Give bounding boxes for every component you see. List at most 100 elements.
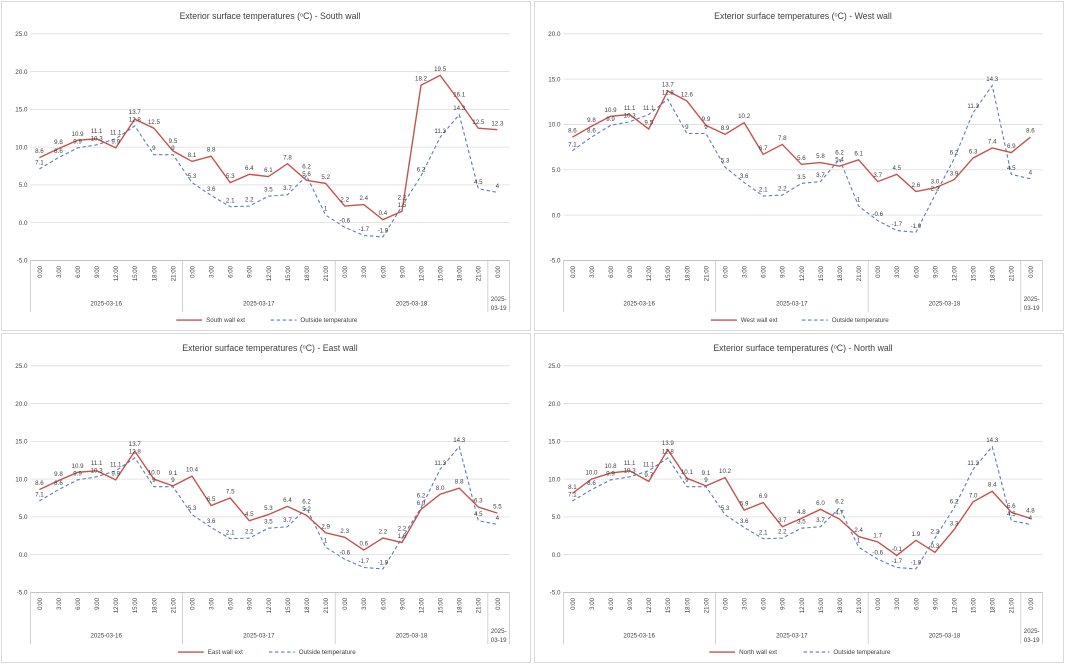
wall-data-label: 6.0: [816, 500, 825, 507]
date-label: 2025-: [491, 296, 507, 303]
outside-data-label: 11.3: [967, 460, 979, 467]
outside-data-label: 11.3: [434, 128, 446, 135]
wall-data-label: 5.6: [1007, 503, 1016, 510]
outside-data-label: 9: [685, 477, 689, 484]
y-axis-tick-label: 0.0: [19, 552, 28, 559]
wall-data-label: 4.7: [835, 510, 844, 517]
x-axis-tick-label: 6:00: [380, 265, 387, 278]
chart-east-wall: Exterior surface temperatures (oC) - Eas…: [15, 343, 510, 656]
x-axis-tick-label: 21:00: [476, 265, 483, 281]
outside-data-label: 7.1: [35, 160, 44, 167]
chart-panel-north-wall: Exterior surface temperatures (oC) - Nor…: [534, 333, 1064, 663]
outside-data-label: 12.8: [662, 90, 675, 97]
wall-data-label: 2.6: [912, 182, 921, 189]
outside-data-label: -0.6: [872, 550, 883, 557]
x-axis-tick-label: 0:00: [342, 265, 349, 278]
x-axis-tick-label: 6:00: [913, 265, 920, 278]
outside-data-label: 2.2: [778, 186, 787, 193]
x-axis-tick-label: 12:00: [113, 265, 120, 281]
wall-data-label: 8.4: [988, 482, 997, 489]
outside-data-label: 10.3: [624, 467, 637, 474]
wall-data-label: 10.9: [72, 131, 85, 138]
wall-data-label: 10.0: [585, 470, 598, 477]
x-axis-tick-label: 15:00: [971, 597, 978, 613]
wall-data-label: -0.1: [891, 546, 902, 553]
date-label: 2025-03-16: [623, 301, 655, 308]
outside-data-label: 6.2: [302, 498, 311, 505]
x-axis-tick-label: 6:00: [380, 597, 387, 610]
outside-data-label: 10.3: [91, 467, 104, 474]
outside-data-label: 4.5: [474, 511, 483, 518]
outside-data-label: -1.9: [911, 223, 922, 230]
outside-data-label: 3.7: [283, 185, 292, 192]
x-axis-tick-label: 12:00: [266, 597, 273, 613]
x-axis-tick-label: 6:00: [228, 597, 235, 610]
wall-data-label: 9.7: [644, 472, 653, 479]
x-axis-tick-label: 21:00: [703, 265, 710, 281]
outside-data-label: 4: [496, 183, 500, 190]
outside-data-label: 9.9: [606, 470, 615, 477]
x-axis-tick-label: 0:00: [189, 597, 196, 610]
wall-data-label: 9.8: [54, 471, 63, 478]
x-axis-tick-label: 21:00: [703, 597, 710, 613]
wall-data-label: 2.2: [340, 197, 349, 204]
wall-data-label: 2.2: [379, 529, 388, 536]
outside-data-label: 6.2: [302, 164, 311, 171]
y-axis-tick-label: 5.0: [552, 514, 561, 521]
wall-data-label: 9.8: [54, 139, 63, 146]
chart-panel-east-wall: Exterior surface temperatures (oC) - Eas…: [1, 333, 531, 663]
wall-data-label: 9.5: [169, 138, 178, 145]
wall-data-label: 8.1: [568, 484, 577, 491]
chart-title: Exterior surface temperatures (oC) - Sou…: [180, 11, 361, 21]
wall-ext-line: [39, 74, 498, 221]
x-axis-tick-label: 18:00: [151, 265, 158, 281]
wall-data-label: 10.9: [72, 463, 85, 470]
wall-data-label: 8.6: [35, 148, 44, 155]
x-axis-tick-label: 18:00: [304, 597, 311, 613]
y-axis-tick-label: 10.0: [548, 476, 561, 483]
outside-data-label: 3.5: [797, 519, 806, 526]
wall-ext-line: [571, 448, 1031, 557]
wall-data-label: 10.1: [681, 469, 694, 476]
wall-ext-line: [572, 90, 1031, 193]
x-axis-tick-label: 6:00: [761, 265, 768, 278]
wall-data-label: 6.9: [1007, 143, 1016, 150]
wall-data-label: 5.6: [797, 155, 806, 162]
wall-data-label: 4.8: [797, 509, 806, 516]
outside-data-label: 8.6: [587, 480, 596, 487]
wall-data-label: 7.4: [988, 139, 997, 146]
wall-data-label: 3.7: [778, 517, 787, 524]
y-axis-tick-label: 25.0: [548, 363, 561, 370]
outside-data-label: -1.7: [358, 226, 369, 233]
wall-data-label: 1.7: [873, 532, 882, 539]
wall-data-label: 10.2: [738, 113, 751, 120]
x-axis-tick-label: 3:00: [361, 265, 368, 278]
x-axis-tick-label: 6:00: [75, 597, 82, 610]
date-label: 03-19: [491, 305, 507, 312]
outside-data-label: 14.3: [453, 437, 466, 444]
outside-data-label: 8.6: [54, 480, 63, 487]
x-axis-tick-label: 3:00: [56, 265, 63, 278]
outside-data-label: 12.8: [129, 448, 142, 455]
y-axis-tick-label: 0.0: [552, 552, 561, 559]
outside-data-label: 11.1: [110, 461, 122, 468]
y-axis-tick-label: 0.0: [552, 212, 561, 219]
x-axis-tick-label: 9:00: [247, 597, 254, 610]
x-axis-tick-label: 21:00: [1009, 265, 1016, 281]
chart-west-wall: Exterior surface temperatures (oC) - Wes…: [548, 11, 1043, 324]
outside-data-label: 2.2: [778, 529, 787, 536]
wall-data-label: 6.5: [207, 496, 216, 503]
wall-data-label: 11.1: [91, 128, 103, 135]
wall-data-label: 9.8: [587, 117, 596, 124]
x-axis-tick-label: 15:00: [438, 265, 445, 281]
outside-data-label: -1.7: [891, 221, 902, 228]
x-axis-tick-label: 15:00: [132, 265, 139, 281]
x-axis-tick-label: 18:00: [457, 265, 464, 281]
x-axis-tick-label: 0:00: [722, 597, 729, 610]
x-axis-tick-label: 3:00: [589, 265, 596, 278]
x-axis-tick-label: 12:00: [799, 265, 806, 281]
wall-data-label: 8.0: [436, 485, 445, 492]
outside-data-label: -1.7: [358, 558, 369, 565]
outside-data-label: 3.5: [797, 174, 806, 181]
x-axis-tick-label: 0:00: [495, 597, 502, 610]
